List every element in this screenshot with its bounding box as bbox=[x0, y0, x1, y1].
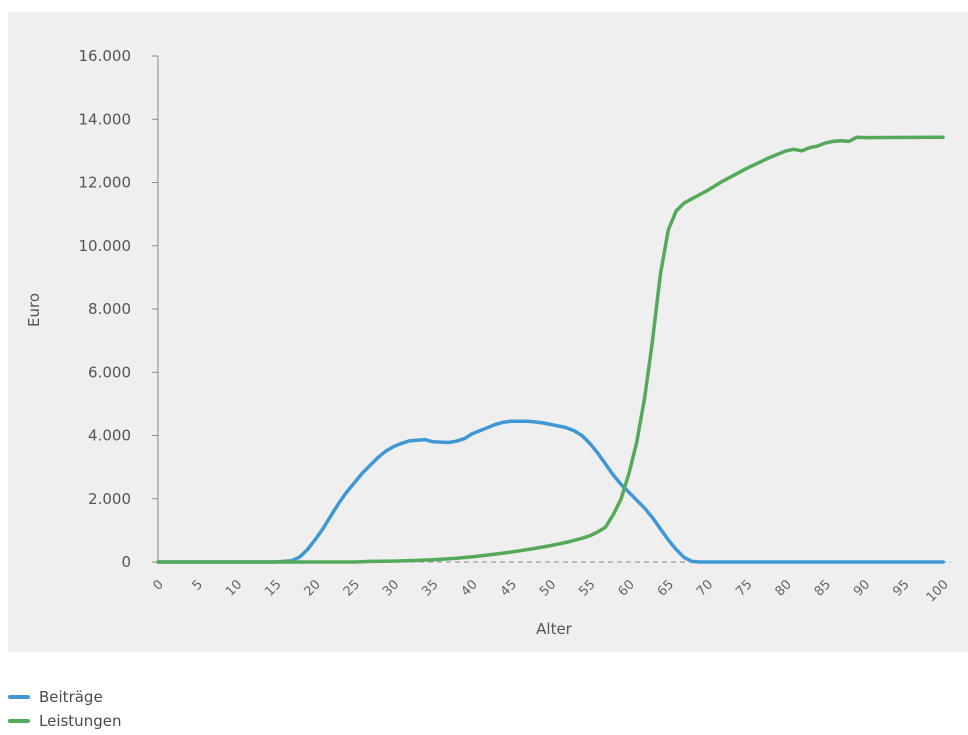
y-tick-label: 10.000 bbox=[79, 237, 132, 255]
y-axis-label: Euro bbox=[25, 293, 43, 327]
y-tick-label: 16.000 bbox=[79, 47, 132, 65]
x-tick-label: 70 bbox=[694, 577, 716, 599]
series-line-1 bbox=[156, 135, 945, 564]
legend-item-leistungen: Leistungen bbox=[8, 709, 121, 733]
x-tick-label: 30 bbox=[380, 577, 402, 599]
x-tick-label: 25 bbox=[341, 577, 363, 599]
x-tick-label: 85 bbox=[812, 577, 834, 599]
y-tick-label: 14.000 bbox=[79, 110, 132, 128]
legend-label-beitraege: Beiträge bbox=[39, 688, 103, 706]
x-tick-label: 5 bbox=[190, 577, 206, 593]
x-tick-label: 95 bbox=[890, 577, 912, 599]
chart-panel: 0 2.000 4.000 6.000 8.000 10.000 12.000 14.000 1… bbox=[8, 12, 968, 652]
legend-label-leistungen: Leistungen bbox=[39, 712, 122, 730]
x-tick-label: 15 bbox=[262, 577, 284, 599]
x-tick-label: 20 bbox=[302, 577, 324, 599]
x-tick-label: 0 bbox=[150, 577, 166, 593]
x-tick-label: 10 bbox=[223, 577, 245, 599]
y-tick-label: 0 bbox=[121, 553, 131, 571]
x-axis-label: Alter bbox=[536, 620, 573, 638]
x-tick-label: 100 bbox=[924, 577, 952, 605]
y-axis-ticks: 0 2.000 4.000 6.000 8.000 10.000 12.000 14.000 1… bbox=[79, 47, 158, 571]
x-tick-label: 55 bbox=[576, 577, 598, 599]
x-tick-label: 50 bbox=[537, 577, 559, 599]
y-tick-label: 12.000 bbox=[79, 174, 132, 192]
line-chart: 0 2.000 4.000 6.000 8.000 10.000 12.000 14.000 1… bbox=[25, 47, 952, 638]
x-tick-label: 90 bbox=[851, 577, 873, 599]
x-tick-label: 65 bbox=[655, 577, 677, 599]
x-tick-label: 35 bbox=[419, 577, 441, 599]
legend-swatch-beitraege bbox=[8, 695, 30, 699]
x-tick-label: 75 bbox=[733, 577, 755, 599]
y-tick-label: 8.000 bbox=[88, 300, 131, 318]
legend-swatch-leistungen bbox=[8, 719, 30, 723]
chart-axes bbox=[157, 56, 951, 563]
x-tick-label: 45 bbox=[498, 577, 520, 599]
chart-legend: Beiträge Leistungen bbox=[8, 685, 121, 733]
x-tick-label: 80 bbox=[773, 577, 795, 599]
legend-item-beitraege: Beiträge bbox=[8, 685, 121, 709]
x-tick-label: 60 bbox=[616, 577, 638, 599]
x-tick-label: 40 bbox=[459, 577, 481, 599]
y-tick-label: 4.000 bbox=[88, 427, 131, 445]
series-line-0 bbox=[156, 419, 945, 564]
x-axis-ticks: 0 5 10 15 20 25 30 35 40 45 50 55 60 65 70 75 80 85 90 95 10… bbox=[150, 577, 951, 605]
y-tick-label: 6.000 bbox=[88, 363, 131, 381]
y-tick-label: 2.000 bbox=[88, 490, 131, 508]
series-layer bbox=[156, 135, 945, 564]
